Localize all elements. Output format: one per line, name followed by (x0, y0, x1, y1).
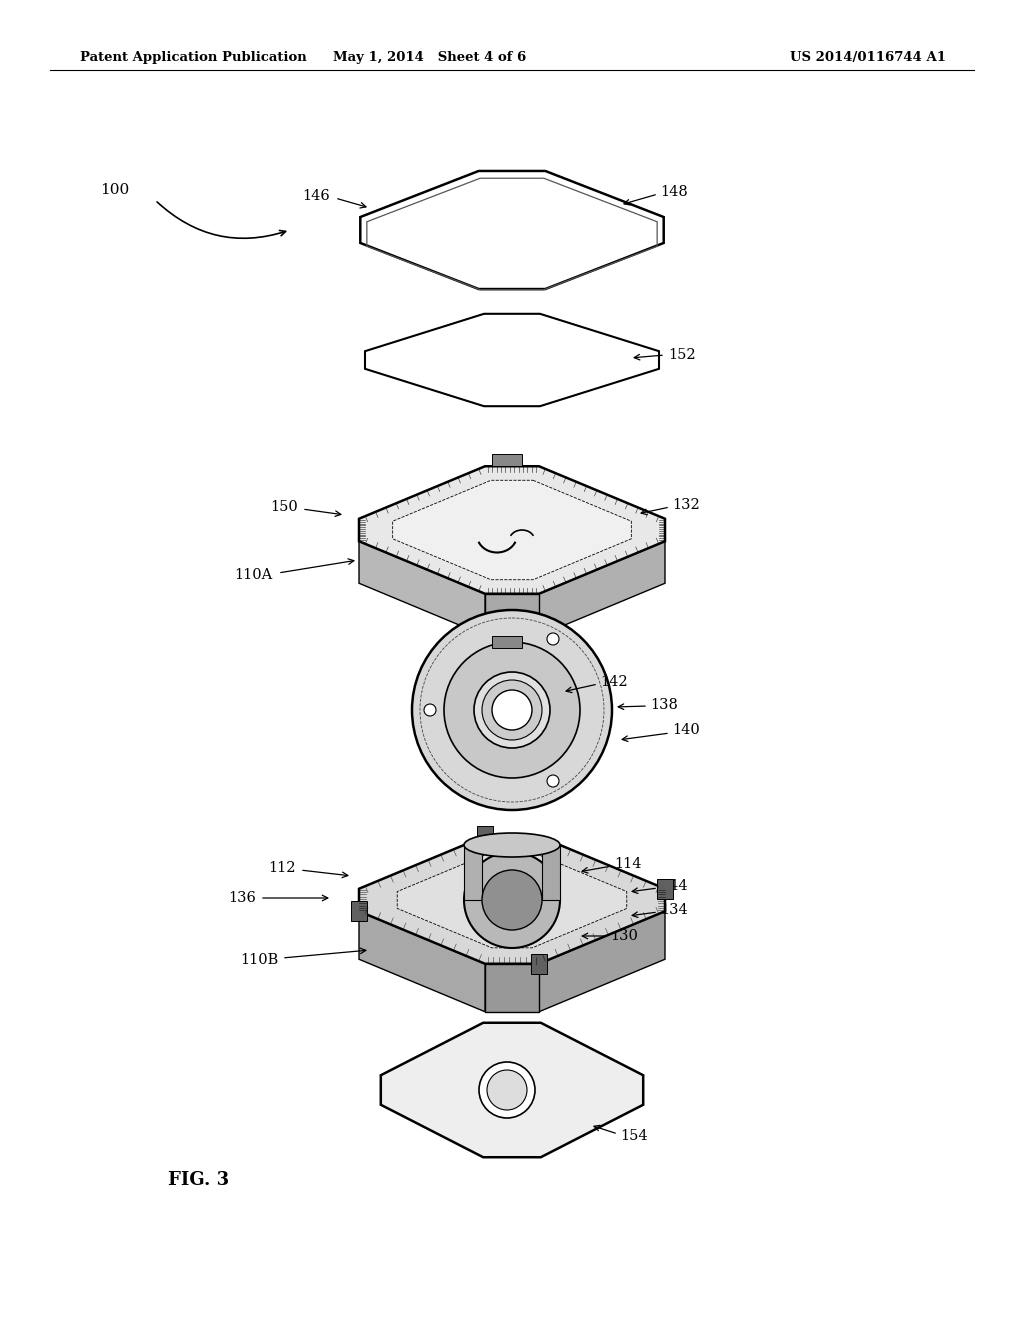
Polygon shape (359, 837, 665, 964)
Polygon shape (359, 541, 485, 636)
Circle shape (474, 672, 550, 748)
Text: 110A: 110A (233, 568, 272, 582)
Text: 132: 132 (672, 498, 699, 512)
Polygon shape (359, 466, 665, 594)
Text: 110B: 110B (240, 953, 278, 968)
Circle shape (464, 851, 560, 948)
Polygon shape (542, 845, 560, 900)
Text: Patent Application Publication: Patent Application Publication (80, 51, 307, 65)
Polygon shape (485, 594, 539, 636)
Text: US 2014/0116744 A1: US 2014/0116744 A1 (790, 51, 946, 65)
Text: 150: 150 (270, 500, 298, 513)
Text: 148: 148 (660, 185, 688, 199)
Text: 146: 146 (302, 189, 330, 203)
Polygon shape (531, 954, 547, 974)
Text: 144: 144 (660, 879, 688, 894)
Circle shape (492, 690, 532, 730)
Circle shape (487, 1071, 527, 1110)
Text: May 1, 2014   Sheet 4 of 6: May 1, 2014 Sheet 4 of 6 (334, 51, 526, 65)
Text: 100: 100 (100, 183, 129, 197)
Circle shape (412, 610, 612, 810)
Text: 154: 154 (620, 1129, 647, 1143)
Circle shape (547, 634, 559, 645)
Text: 140: 140 (672, 723, 699, 737)
Text: 114: 114 (614, 857, 641, 871)
Polygon shape (657, 879, 673, 899)
Bar (492, 636, 522, 648)
Polygon shape (351, 902, 367, 921)
Polygon shape (464, 845, 482, 900)
Circle shape (547, 775, 559, 787)
Polygon shape (539, 911, 665, 1011)
Text: 152: 152 (668, 348, 695, 362)
Polygon shape (539, 541, 665, 636)
Circle shape (424, 704, 436, 715)
Circle shape (482, 680, 542, 741)
Polygon shape (477, 826, 493, 846)
Circle shape (482, 870, 542, 931)
Polygon shape (392, 480, 632, 579)
Circle shape (479, 1063, 535, 1118)
Polygon shape (360, 172, 664, 289)
Polygon shape (359, 911, 485, 1011)
Text: 136: 136 (228, 891, 256, 906)
Text: 138: 138 (650, 698, 678, 711)
Ellipse shape (464, 833, 560, 857)
Text: 142: 142 (600, 675, 628, 689)
Polygon shape (485, 964, 539, 1011)
Bar (492, 454, 522, 466)
Circle shape (444, 642, 580, 777)
Text: 130: 130 (610, 929, 638, 942)
Text: FIG. 3: FIG. 3 (168, 1171, 229, 1189)
Polygon shape (381, 1023, 643, 1158)
Polygon shape (397, 853, 627, 948)
Polygon shape (365, 314, 659, 407)
Text: 112: 112 (268, 861, 296, 875)
Text: 134: 134 (660, 903, 688, 917)
